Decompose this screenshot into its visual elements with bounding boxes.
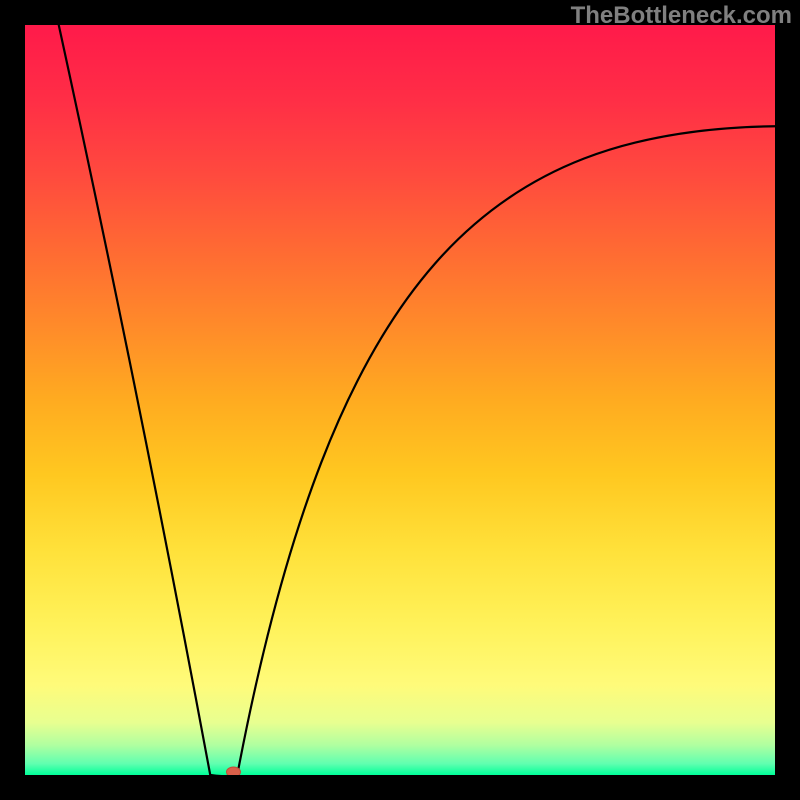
chart-frame: TheBottleneck.com — [0, 0, 800, 800]
optimal-marker — [227, 767, 241, 775]
bottleneck-curve — [59, 25, 775, 775]
plot-area — [25, 25, 775, 775]
curve-layer — [25, 25, 775, 775]
watermark-text: TheBottleneck.com — [571, 2, 792, 30]
